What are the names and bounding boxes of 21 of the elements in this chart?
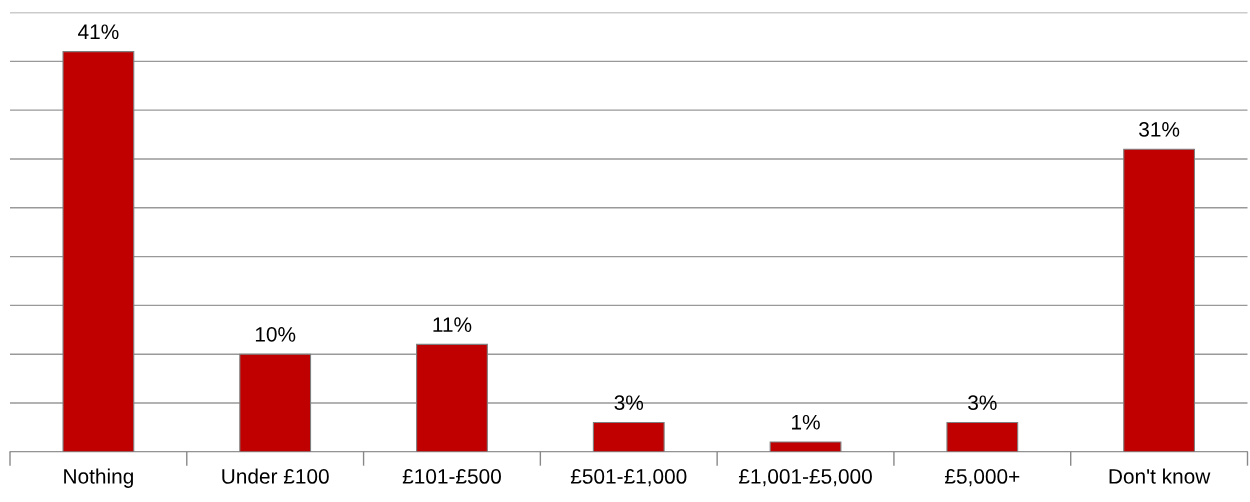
data-label: 11% bbox=[433, 317, 472, 332]
x-tick-label: £1,001-£5,000 bbox=[738, 469, 872, 487]
data-label: 1% bbox=[792, 414, 820, 430]
x-tick-label: Don't know bbox=[1109, 468, 1211, 484]
x-tick-label: £5,000+ bbox=[944, 469, 1020, 487]
data-label: 41% bbox=[78, 24, 119, 40]
data-label: 3% bbox=[614, 395, 644, 411]
data-label: 3% bbox=[968, 395, 997, 411]
bar bbox=[416, 343, 488, 452]
bar bbox=[62, 51, 135, 452]
data-label: 10% bbox=[255, 326, 296, 342]
data-label: 31% bbox=[1139, 122, 1180, 137]
x-tick-label: Under £100 bbox=[222, 468, 329, 484]
x-tick-label: Nothing bbox=[64, 468, 133, 488]
bar bbox=[1123, 148, 1196, 452]
bar bbox=[239, 353, 312, 452]
x-tick-label: £501-£1,000 bbox=[570, 469, 687, 487]
x-tick-label: £101-£500 bbox=[402, 469, 501, 484]
bar bbox=[946, 421, 1019, 452]
bar bbox=[769, 441, 842, 452]
bar bbox=[592, 421, 665, 452]
